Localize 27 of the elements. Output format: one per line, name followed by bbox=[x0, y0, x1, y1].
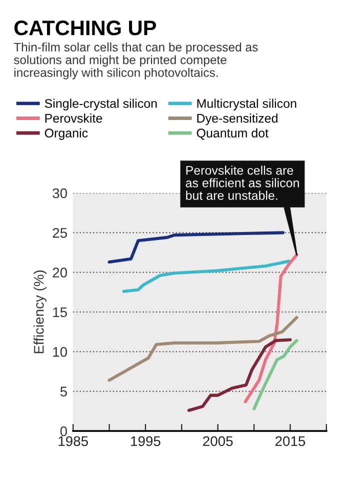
line-series bbox=[108, 316, 298, 382]
y-tick-label: 30 bbox=[52, 188, 68, 198]
line-series bbox=[244, 253, 298, 404]
line-series bbox=[108, 231, 285, 264]
x-tick-label: 1985 bbox=[58, 436, 88, 446]
y-tick-label: 20 bbox=[52, 268, 68, 278]
legend-label: Single-crystal silicon bbox=[44, 98, 157, 110]
x-tick-label: 2005 bbox=[203, 436, 233, 446]
y-tick-label: 15 bbox=[53, 307, 67, 318]
annotation: Perovskite cells are as efficient as silicon but are unstable. bbox=[186, 166, 299, 200]
legend-label: Organic bbox=[44, 128, 88, 140]
x-tick-label: 1995 bbox=[131, 436, 160, 446]
y-tick-label: 25 bbox=[52, 228, 67, 238]
line-series bbox=[187, 338, 292, 412]
legend-label: Quantum dot bbox=[196, 128, 268, 140]
legend-label: Multicrystal silicon bbox=[197, 98, 296, 110]
y-tick-label: 10 bbox=[53, 347, 68, 357]
x-tick-label: 2015 bbox=[275, 436, 306, 446]
chart-title: CATCHING UP bbox=[14, 20, 156, 36]
y-tick-label: 0 bbox=[60, 426, 67, 436]
line-series bbox=[252, 339, 298, 410]
chart-subtitle: Thin-film solar cells that can be processed as solutions and might be printed compete increasingly with silicon photovoltaics. bbox=[14, 42, 258, 80]
y-axis-title: Efficiency (%) bbox=[34, 270, 47, 354]
line-series bbox=[122, 260, 290, 293]
legend-label: Perovskite bbox=[45, 114, 102, 123]
legend-label: Dye-sensitized bbox=[197, 114, 278, 126]
y-tick-label: 5 bbox=[60, 386, 67, 397]
